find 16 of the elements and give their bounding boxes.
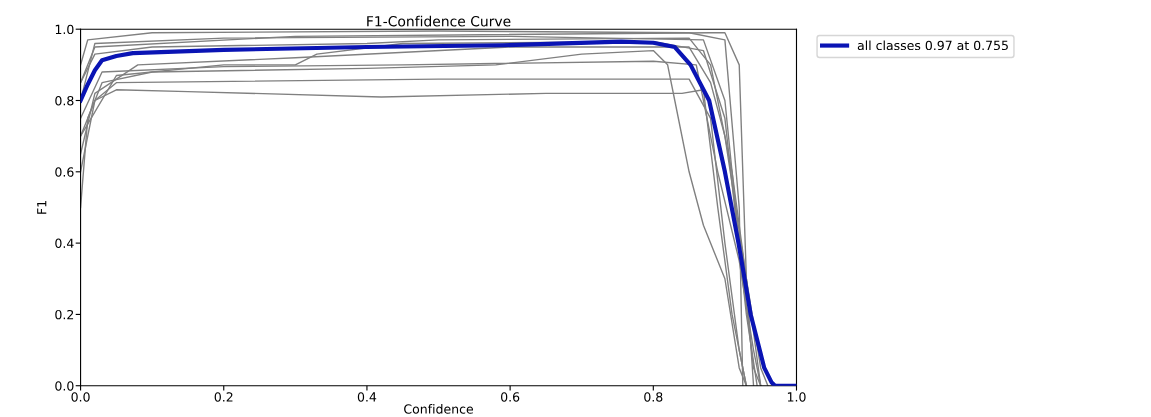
x-tick-label: 0.2	[214, 392, 233, 402]
y-tick-label: 1.0	[55, 24, 74, 35]
y-tick-label: 0.4	[55, 238, 74, 249]
x-tick-label: 1.0	[787, 392, 806, 402]
x-tick-label: 0.4	[357, 392, 377, 402]
y-axis-title: F1	[37, 201, 47, 214]
x-tick-label: 0.6	[501, 392, 520, 402]
y-tick-label: 0.2	[55, 309, 74, 320]
chart-title: F1-Confidence Curve	[367, 15, 511, 27]
x-tick-label: 0.8	[644, 392, 663, 402]
x-tick-label: 0.0	[71, 392, 90, 402]
x-axis-title: Confidence	[404, 404, 474, 414]
legend-label: all classes 0.97 at 0.755	[857, 40, 1008, 51]
y-tick-label: 0.6	[55, 167, 74, 177]
y-tick-label: 0.0	[55, 381, 74, 391]
y-tick-label: 0.8	[55, 95, 74, 106]
